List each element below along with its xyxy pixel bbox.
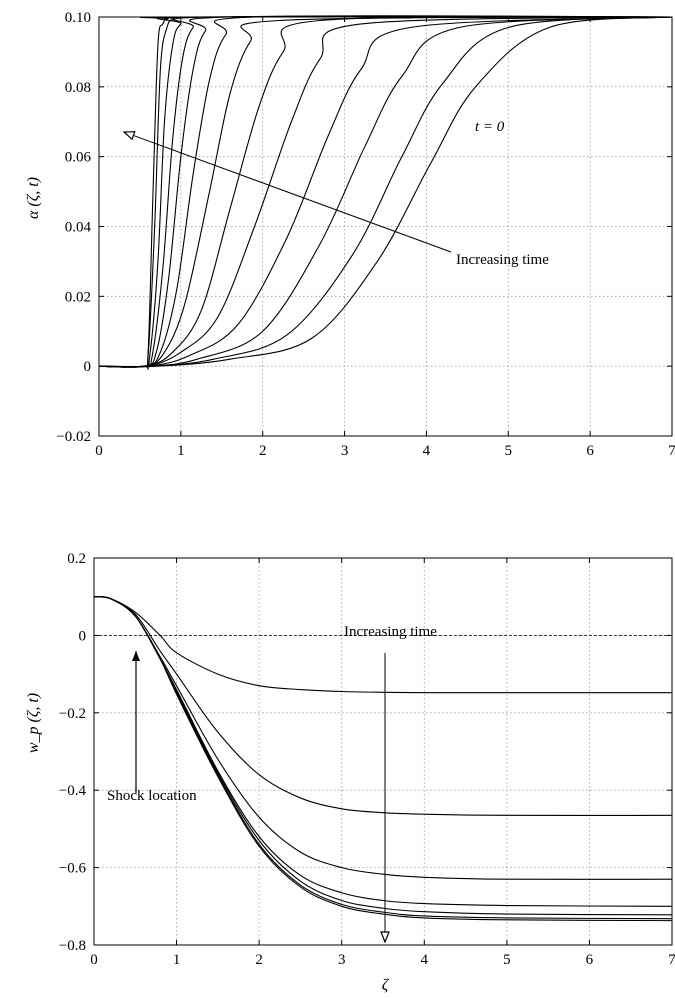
alpha-series-line-9: [98, 16, 673, 368]
alpha-y-tick-label: 0.02: [65, 289, 91, 305]
alpha-y-tick-label: 0.08: [65, 80, 91, 96]
wp-y-tick-label: 0.2: [67, 551, 86, 567]
wp-y-tick-labels: −0.8 −0.6 −0.4 −0.2 0 0.2: [59, 551, 87, 954]
alpha-y-axis-label: α (ζ, t): [25, 177, 42, 219]
alpha-x-tick-label: 3: [341, 443, 349, 459]
wp-series-line-7: [93, 596, 673, 922]
wp-grid: [94, 558, 672, 945]
wp-y-tick-label: −0.4: [59, 783, 87, 799]
alpha-series-group: [98, 15, 673, 370]
alpha-x-tick-label: 5: [505, 443, 513, 459]
wp-x-tick-label: 2: [255, 952, 263, 968]
alpha-x-tick-labels: 0 1 2 3 4 5 6 7: [95, 443, 675, 459]
wp-increasing-time-label: Increasing time: [344, 624, 437, 640]
alpha-x-tick-label: 0: [95, 443, 103, 459]
alpha-x-tick-label: 7: [668, 443, 675, 459]
wp-x-tick-label: 4: [421, 952, 429, 968]
wp-x-axis-label: ζ: [382, 977, 390, 994]
alpha-t0-annotation: t = 0: [475, 119, 505, 135]
wp-y-tick-label: 0: [79, 628, 87, 644]
shock-location-label: Shock location: [107, 788, 197, 804]
wp-plot-frame: [93, 557, 673, 946]
alpha-series-line-6: [98, 15, 673, 368]
wp-y-tick-label: −0.6: [59, 861, 87, 877]
wp-series-line-1: [93, 596, 672, 694]
wp-y-tick-label: −0.8: [59, 938, 86, 954]
alpha-increasing-time-arrow: [124, 132, 452, 253]
alpha-x-tick-label: 2: [259, 443, 267, 459]
wp-chart: 0 1 2 3 4 5 6 7 −0.8 −0.6 −0.4 −0.2 0 0.2 w_p (ζ, t)…: [25, 551, 675, 994]
alpha-x-tick-label: 6: [586, 443, 594, 459]
alpha-series-line-7: [98, 16, 673, 368]
alpha-y-tick-label: −0.02: [56, 429, 91, 445]
wp-x-tick-label: 5: [503, 952, 511, 968]
wp-x-tick-label: 6: [586, 952, 594, 968]
wp-ticks: [93, 557, 673, 946]
wp-series-group: [93, 596, 673, 922]
wp-x-tick-label: 7: [668, 952, 675, 968]
alpha-increasing-time-label: Increasing time: [456, 252, 549, 268]
alpha-series-line-11: [98, 16, 673, 368]
alpha-series-line-12: [98, 16, 673, 368]
wp-x-tick-label: 0: [90, 952, 98, 968]
wp-series-line-5: [93, 596, 673, 916]
alpha-ticks: [98, 16, 673, 437]
wp-y-axis-label: w_p (ζ, t): [25, 693, 42, 753]
alpha-y-tick-label: 0: [84, 359, 92, 375]
wp-series-line-2: [93, 596, 673, 816]
wp-y-tick-label: −0.2: [59, 706, 86, 722]
wp-series-line-6: [93, 596, 673, 920]
wp-x-tick-label: 1: [173, 952, 181, 968]
alpha-y-tick-labels: −0.02 0 0.02 0.04 0.06 0.08 0.10: [56, 10, 91, 445]
alpha-plot-frame: [98, 16, 673, 437]
alpha-y-tick-label: 0.06: [65, 150, 92, 166]
alpha-series-line-8: [98, 16, 673, 368]
alpha-grid: [99, 17, 672, 436]
alpha-x-tick-label: 1: [177, 443, 185, 459]
alpha-series-line-2: [98, 16, 673, 370]
alpha-series-line-1: [98, 16, 673, 370]
alpha-series-line-13: [98, 16, 673, 368]
wp-x-tick-label: 3: [338, 952, 346, 968]
wp-x-tick-labels: 0 1 2 3 4 5 6 7: [90, 952, 675, 968]
alpha-y-tick-label: 0.10: [65, 10, 91, 26]
alpha-y-tick-label: 0.04: [65, 220, 92, 236]
wp-series-line-4: [93, 596, 673, 907]
alpha-x-tick-label: 4: [423, 443, 431, 459]
alpha-series-line-10: [98, 16, 673, 368]
